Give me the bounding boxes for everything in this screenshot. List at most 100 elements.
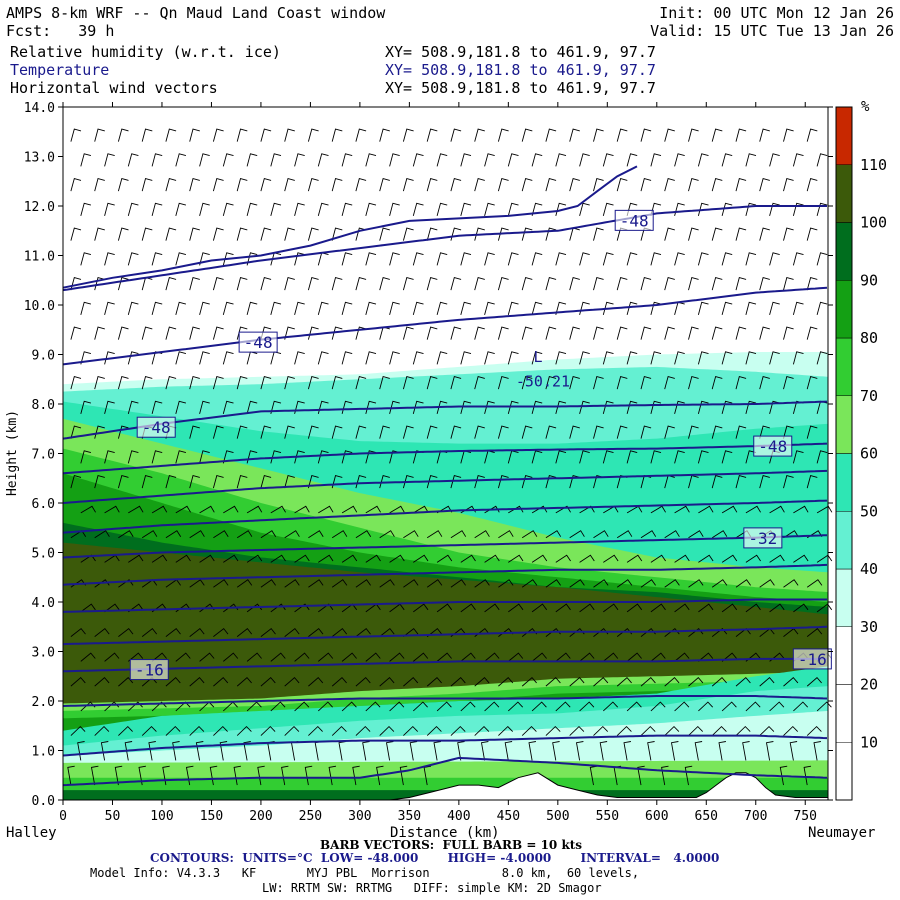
wind-barb — [593, 128, 604, 142]
wind-barb — [575, 741, 584, 761]
wind-barb — [236, 128, 248, 142]
colorbar-label: 20 — [860, 676, 878, 694]
wind-barb — [94, 376, 105, 390]
wind-barb — [236, 376, 248, 390]
wind-barb — [569, 475, 580, 489]
wind-barb — [80, 351, 92, 365]
wind-barb — [189, 128, 200, 142]
wind-barb — [331, 627, 348, 637]
contour-label-box — [238, 331, 278, 353]
wind-barb — [697, 252, 709, 266]
wind-barb — [616, 128, 628, 142]
contour-label-box — [792, 648, 832, 670]
wind-barb — [426, 227, 438, 241]
wind-barb — [593, 425, 604, 439]
wind-barb — [545, 425, 557, 439]
wind-barb — [450, 579, 466, 588]
wind-barb — [474, 725, 490, 736]
wind-barb — [484, 202, 495, 217]
wind-barb — [521, 178, 533, 192]
wind-barb — [769, 301, 780, 316]
y-tick-label: 1.0 — [32, 745, 55, 760]
colorbar-label: 30 — [860, 618, 878, 636]
wind-barb — [94, 579, 110, 588]
wind-barb — [555, 252, 567, 266]
field-name-rh: Relative humidity (w.r.t. ice) — [10, 43, 281, 61]
wind-barb — [508, 505, 524, 514]
wind-barb — [114, 765, 123, 786]
wind-barb — [640, 128, 652, 142]
wind-barb — [128, 554, 144, 563]
wind-barb — [331, 178, 343, 192]
wind-barb — [806, 475, 818, 489]
wind-barb — [403, 725, 419, 736]
wind-barb — [70, 227, 82, 241]
wind-barb — [412, 252, 424, 266]
wind-barb — [117, 425, 129, 439]
wind-barb — [426, 475, 438, 489]
wind-barb — [222, 301, 234, 316]
wind-barb — [413, 505, 429, 514]
wind-barb — [474, 530, 490, 539]
annotation-label: L — [534, 348, 543, 366]
wind-barb — [412, 400, 424, 415]
wind-barb — [460, 202, 472, 217]
y-tick-label: 8.0 — [32, 398, 55, 413]
wind-barb — [735, 178, 747, 192]
wind-barb — [697, 153, 709, 167]
wind-barb — [270, 202, 282, 217]
wind-barb — [379, 725, 395, 736]
wind-barb — [141, 530, 158, 539]
contour-label-box — [743, 527, 783, 549]
x-axis-label: Distance (km) — [390, 825, 500, 841]
wind-barb — [175, 400, 187, 415]
wind-barb — [94, 227, 105, 241]
wind-barb — [806, 376, 818, 390]
wind-barb — [294, 351, 305, 365]
wind-barb — [664, 326, 675, 340]
wind-barb — [602, 351, 614, 365]
wind-barb — [688, 376, 699, 390]
wind-barb — [508, 652, 524, 662]
contour-label: -48 — [142, 418, 171, 437]
wind-barb — [783, 425, 794, 439]
wind-barb — [175, 252, 187, 266]
wind-barb — [365, 505, 381, 514]
axes: 0.0 1.0 2.0 3.0 4.0 5.0 6.0 7.0 8.0 9.0 10.0 11.0 12… — [24, 101, 833, 824]
wind-barb — [816, 701, 832, 712]
wind-barb — [284, 128, 295, 142]
wind-barb — [674, 400, 685, 415]
colorbar-segment — [835, 222, 853, 281]
wind-barb — [175, 301, 187, 316]
wind-barb — [640, 676, 656, 687]
wind-barb — [783, 277, 794, 291]
wind-barb — [284, 326, 295, 340]
wind-barb — [507, 400, 519, 415]
wind-barb — [379, 178, 390, 192]
wind-barb — [402, 128, 414, 142]
wind-barb — [284, 277, 295, 291]
wind-barb — [412, 153, 424, 167]
forecast-hour: Fcst: 39 h — [6, 22, 115, 40]
wind-barb — [697, 450, 709, 464]
wind-barb — [711, 725, 727, 736]
wind-barb — [783, 579, 799, 588]
wind-barb — [389, 153, 400, 167]
wind-barb — [647, 741, 655, 761]
wind-barb — [436, 603, 453, 613]
wind-barb — [569, 376, 580, 390]
wind-barb — [213, 725, 228, 736]
wind-barb — [308, 530, 324, 539]
wind-barb — [328, 765, 337, 786]
wind-barb — [151, 252, 163, 266]
wind-barb — [379, 676, 395, 687]
wind-barb — [545, 530, 562, 539]
wind-barb — [236, 227, 248, 241]
wind-barb — [246, 554, 263, 563]
wind-barb — [403, 627, 419, 637]
wind-barb — [270, 603, 286, 613]
wind-barb — [626, 603, 643, 613]
wind-barb — [70, 326, 82, 340]
wind-barb — [236, 425, 248, 439]
colorbar-label: 50 — [860, 502, 878, 520]
